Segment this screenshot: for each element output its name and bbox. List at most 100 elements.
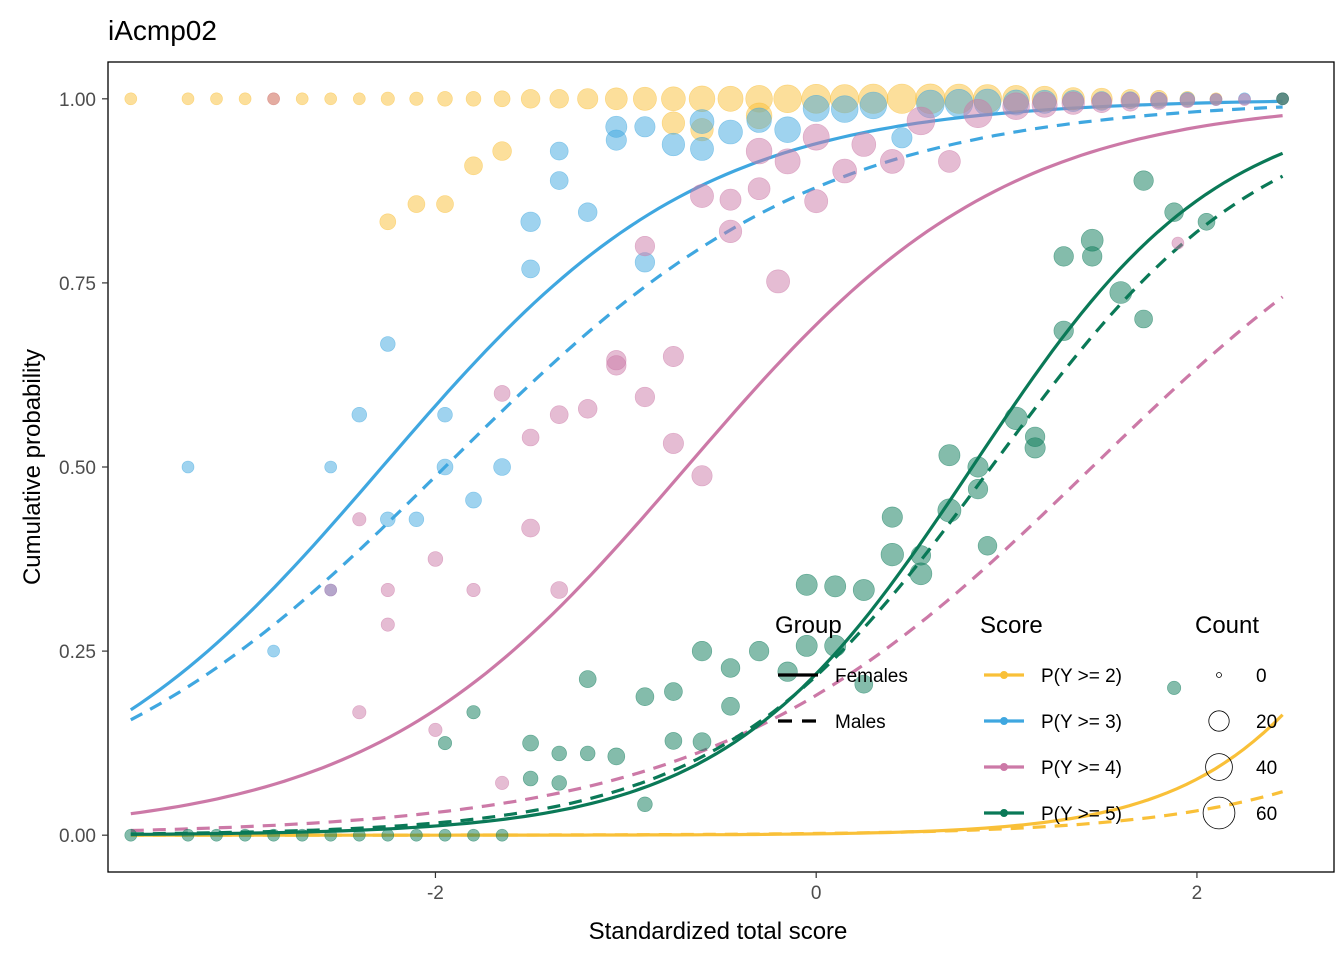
data-point-score-5 [721, 696, 740, 716]
data-point-score-5 [691, 640, 713, 662]
data-point-score-4 [938, 150, 961, 173]
data-point-score-2 [181, 92, 195, 106]
data-point-score-5 [578, 670, 597, 688]
legend-key-dot-score-5 [1000, 809, 1008, 817]
data-point-score-2 [295, 92, 309, 106]
y-tick-label: 1.00 [59, 90, 96, 111]
data-point-score-3 [859, 91, 887, 120]
y-axis-label: Cumulative probability [19, 349, 46, 585]
data-point-score-5 [967, 479, 989, 500]
data-point-score-5 [664, 732, 683, 750]
legend-score-title: Score [980, 612, 1043, 639]
data-point-score-5 [777, 661, 798, 682]
data-point-score-5 [795, 573, 818, 596]
curve-females-score-3 [129, 99, 1283, 712]
data-point-score-5 [1024, 426, 1046, 447]
data-point-score-4 [634, 236, 656, 257]
data-point-score-4 [719, 188, 742, 211]
data-point-score-4 [493, 385, 511, 402]
legend-count-title: Count [1195, 612, 1259, 639]
data-point-score-2 [324, 92, 338, 106]
data-point-score-4 [550, 581, 569, 599]
data-point-score-4 [1061, 91, 1085, 115]
data-point-score-4 [963, 99, 993, 129]
data-point-score-2 [661, 111, 686, 135]
data-point-score-4 [380, 582, 395, 597]
y-tick-label: 0.50 [59, 458, 96, 479]
data-point-score-2 [379, 213, 397, 231]
data-point-score-3 [351, 407, 367, 423]
data-point-score-4 [495, 775, 510, 790]
data-point-score-4 [1238, 93, 1251, 106]
data-point-score-3 [689, 109, 715, 134]
legend-label-count-0: 0 [1256, 666, 1267, 687]
data-point-score-3 [181, 460, 195, 474]
data-point-score-4 [906, 106, 936, 136]
data-point-score-4 [267, 92, 280, 106]
curve-males-score-3 [130, 105, 1283, 722]
data-point-score-5 [607, 747, 626, 766]
data-point-score-5 [1082, 246, 1103, 267]
observed-points [124, 83, 1289, 842]
data-point-score-3 [267, 644, 280, 658]
x-tick-label: 0 [811, 883, 822, 904]
data-point-score-5 [1053, 246, 1074, 267]
data-point-score-4 [606, 355, 627, 376]
data-point-score-5 [495, 828, 509, 842]
x-tick-label: -2 [427, 883, 444, 904]
data-point-score-3 [577, 202, 598, 222]
data-point-score-2 [464, 156, 483, 176]
data-point-score-3 [802, 95, 830, 122]
data-point-score-5 [795, 635, 818, 657]
data-point-score-5 [937, 498, 962, 523]
legend-key-dot-score-3 [1000, 717, 1008, 725]
data-point-score-5 [124, 828, 138, 842]
data-point-score-5 [1197, 213, 1216, 231]
data-point-score-5 [1276, 92, 1289, 106]
legend-label-score-5: P(Y >= 5) [1041, 804, 1122, 825]
data-point-score-5 [1164, 202, 1184, 222]
x-axis-label: Standardized total score [589, 918, 848, 945]
data-point-score-4 [577, 399, 598, 419]
data-point-score-5 [295, 828, 309, 842]
data-point-score-4 [1002, 92, 1030, 120]
data-point-score-4 [662, 345, 684, 367]
legend-label-count-20: 20 [1256, 712, 1277, 733]
data-point-score-3 [436, 458, 454, 476]
data-point-score-2 [688, 85, 716, 113]
data-point-score-5 [977, 536, 998, 556]
data-point-score-4 [662, 432, 684, 454]
legend-key-count-60 [1202, 796, 1236, 830]
data-point-score-3 [830, 95, 859, 123]
data-point-score-2 [437, 91, 453, 107]
legend-label-score-3: P(Y >= 3) [1041, 712, 1122, 733]
data-point-score-5 [1053, 320, 1074, 341]
data-point-score-5 [210, 828, 223, 842]
data-point-score-4 [851, 132, 877, 157]
data-point-score-4 [521, 518, 540, 538]
data-point-score-2 [886, 83, 917, 114]
data-point-score-5 [854, 674, 874, 694]
data-point-score-5 [1134, 309, 1153, 329]
data-point-score-2 [773, 84, 802, 114]
data-point-score-2 [492, 141, 512, 161]
data-point-score-4 [549, 405, 569, 425]
data-point-score-4 [774, 148, 801, 175]
data-point-score-5 [438, 828, 452, 842]
data-point-score-2 [409, 91, 424, 106]
data-point-score-3 [549, 141, 569, 161]
data-point-score-5 [410, 828, 423, 842]
data-point-score-5 [437, 736, 452, 751]
data-point-score-5 [181, 828, 195, 842]
data-point-score-3 [605, 115, 628, 138]
data-point-score-4 [804, 189, 829, 214]
legend-key-dot-score-2 [1000, 671, 1008, 679]
data-point-score-5 [551, 775, 567, 791]
data-point-score-5 [692, 732, 712, 752]
data-point-score-4 [691, 465, 713, 487]
curve-males-score-4 [130, 295, 1284, 833]
data-point-score-4 [832, 158, 858, 184]
data-point-score-5 [910, 545, 932, 566]
data-point-score-4 [745, 137, 773, 165]
data-point-score-5 [238, 828, 252, 842]
